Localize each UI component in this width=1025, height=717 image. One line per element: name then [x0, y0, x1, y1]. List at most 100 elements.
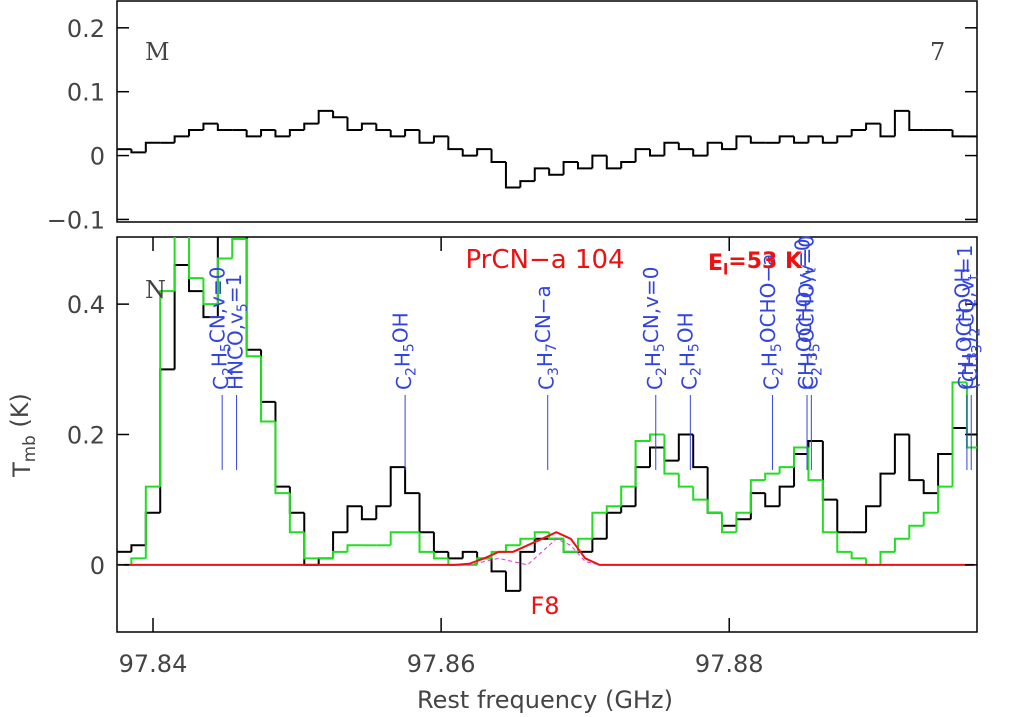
spectrum-channel	[893, 433, 910, 474]
spectrum-channel	[303, 512, 319, 566]
spectrum-channel	[778, 485, 795, 507]
spectrum-channel	[332, 531, 348, 559]
line-label: C2H5OH	[389, 312, 420, 390]
spectrum-channel	[375, 123, 391, 132]
spectrum-channel	[159, 290, 175, 487]
spectrum-channel	[735, 518, 751, 526]
spectrum-channel	[346, 544, 362, 552]
panel-frame	[116, 0, 978, 223]
spectrum-channel	[533, 167, 550, 182]
y-tick-label: 0.2	[67, 15, 105, 43]
line-label: C2H5OCHO−a	[756, 254, 787, 390]
spectrum-channel	[879, 123, 895, 138]
spectrum-channel	[677, 473, 694, 488]
spectrum-channel	[260, 349, 276, 403]
spectrum-channel	[706, 499, 723, 514]
spectrum-channel	[692, 486, 708, 501]
spectrum-channel	[778, 466, 795, 474]
spectrum-channel	[188, 237, 204, 280]
spectrum-channel	[821, 480, 838, 534]
spectrum-channel	[879, 472, 895, 507]
spectrum-channel	[404, 129, 420, 137]
spectrum-channel	[332, 110, 348, 119]
spectrum-channel	[548, 168, 564, 176]
spectrum-channel	[908, 434, 924, 482]
spectrum-channel	[793, 453, 809, 487]
spectrum-channel	[879, 550, 895, 565]
spectrum-channel	[232, 174, 246, 200]
spectrum-channel	[562, 538, 578, 553]
spectrum-channel	[389, 466, 406, 507]
line-label: C2H5OH	[674, 312, 705, 390]
y-axis-label: Tmb (K)	[6, 393, 39, 478]
spectrum-channel	[951, 381, 967, 487]
spectrum-channel	[778, 135, 795, 143]
spectrum-channel	[332, 550, 348, 559]
spectrum-channel	[231, 237, 247, 259]
spectrum-channel	[490, 558, 506, 573]
spectrum-channel	[893, 537, 910, 552]
spectrum-channel	[346, 505, 362, 533]
spectrum-channel	[634, 440, 650, 487]
spectrum-channel	[735, 135, 751, 150]
spectrum-channel	[836, 135, 852, 143]
spectrum-channel	[159, 368, 175, 513]
spectrum-channel	[461, 550, 478, 559]
spectrum-channel	[648, 433, 665, 442]
spectrum-channel	[576, 161, 593, 170]
energy-label: El=53 K	[708, 249, 803, 279]
spectrum-channel	[821, 136, 838, 144]
spectrum-channel	[504, 161, 521, 189]
spectrum-channel	[793, 136, 809, 144]
spectrum-channel	[922, 511, 939, 526]
spectrum-channel	[173, 264, 190, 370]
spectrum-channel	[807, 135, 823, 143]
spectrum-channel	[951, 426, 967, 455]
spectrum-channel	[677, 433, 694, 461]
y-tick-label: 0.1	[67, 79, 105, 107]
spectrum-channel	[605, 155, 622, 170]
spectrum-channel	[303, 122, 319, 131]
spectrum-channel	[721, 512, 737, 534]
spectrum-channel	[850, 129, 867, 137]
spectrum-channel	[965, 427, 977, 436]
spectrum-channel	[173, 237, 176, 292]
spectrum-channel	[432, 532, 449, 553]
fit-label: F8	[530, 592, 559, 620]
spectrum-channel	[461, 149, 478, 157]
spectrum-channel	[317, 109, 334, 124]
spectrum-channel	[721, 142, 737, 151]
line-label: C2H5CN,v=0	[206, 267, 237, 390]
spectrum-channel	[908, 524, 924, 539]
spectrum-channel	[418, 130, 434, 144]
spectrum-channel	[130, 544, 146, 552]
spectrum-channel	[922, 480, 939, 495]
y-tick-label: 0.2	[67, 422, 105, 450]
spectrum-channel	[476, 148, 492, 156]
spectrum-channel	[706, 467, 723, 514]
spectrum-channel	[591, 154, 607, 169]
spectrum-channel	[836, 499, 852, 534]
spectrum-channel	[749, 136, 766, 144]
panel-label: 7	[930, 38, 945, 66]
spectrum-channel	[216, 257, 233, 305]
spectrum-channel	[735, 511, 751, 533]
spectrum-channel	[245, 237, 262, 351]
spectrum-channel	[793, 446, 809, 468]
spectrum-channel	[130, 557, 146, 565]
y-tick-label: 0	[90, 143, 105, 171]
spectrum-channel	[245, 238, 262, 358]
plot-area	[117, 109, 977, 189]
spectrum-channel	[634, 148, 650, 162]
spectrum-channel	[432, 551, 449, 560]
spectrum-channel	[202, 122, 218, 131]
spectrum-channel	[807, 447, 823, 482]
spectrum-channel	[821, 441, 838, 501]
spectrum-channel	[865, 505, 881, 533]
spectrum-channel	[303, 532, 319, 560]
spectrum-channel	[721, 512, 737, 527]
model-line	[124, 531, 975, 566]
spectrum-channel	[519, 537, 535, 546]
spectrum-channel	[130, 149, 146, 154]
spectrum-channel	[749, 492, 766, 520]
